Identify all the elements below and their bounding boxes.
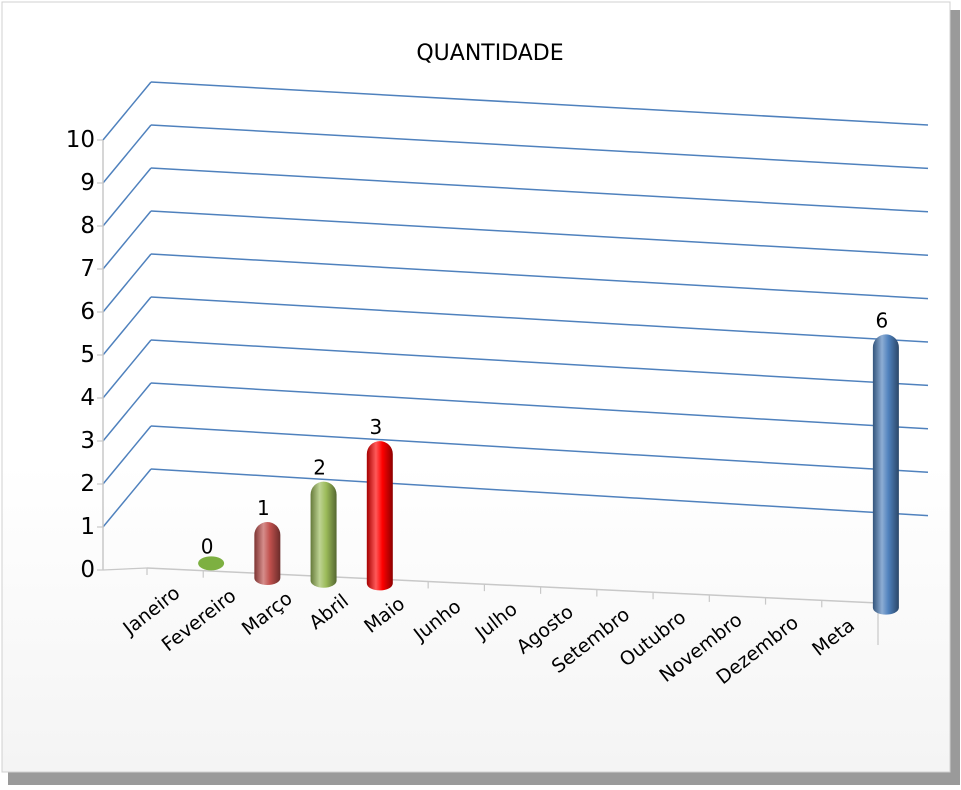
gridline: [150, 468, 929, 517]
bar: [254, 521, 281, 586]
y-tick-label: 0: [80, 557, 95, 583]
gridline: [150, 296, 929, 343]
y-tick-label: 9: [80, 170, 95, 196]
y-tick-labels: 0 1 2 3 4 5 6 7 8 9 10: [66, 127, 103, 583]
data-label: 0: [201, 534, 214, 558]
side-gridline: [102, 210, 152, 270]
gridline: [150, 253, 929, 300]
y-tick-label: 5: [80, 342, 95, 368]
bar: [198, 556, 225, 571]
floor-left-edge: [102, 567, 148, 571]
data-label: 3: [369, 415, 382, 439]
side-gridline: [102, 425, 152, 485]
side-gridline: [102, 339, 152, 399]
frame-background: [1, 1, 951, 773]
bar: [872, 334, 899, 615]
gridline: [150, 382, 929, 430]
data-labels: 0 1 2 3 6: [201, 308, 889, 558]
bar: [310, 481, 337, 588]
y-tick-label: 8: [80, 213, 95, 239]
side-gridline: [102, 382, 152, 442]
side-gridline: [102, 296, 152, 356]
side-gridline: [102, 167, 152, 227]
data-label: 1: [257, 496, 270, 520]
data-label: 2: [313, 456, 326, 480]
y-tick-label: 6: [80, 299, 95, 325]
bar: [366, 441, 393, 591]
y-tick-label: 10: [66, 127, 95, 153]
y-tick-label: 7: [80, 256, 95, 282]
side-gridline: [102, 81, 152, 141]
gridlines: [102, 81, 929, 528]
y-tick-label: 3: [80, 428, 95, 454]
gridline: [150, 339, 929, 387]
gridline: [150, 81, 929, 126]
gridline: [150, 425, 929, 473]
y-tick-label: 4: [80, 385, 95, 411]
gridline: [150, 124, 929, 170]
side-gridline: [102, 124, 152, 184]
side-gridline: [102, 468, 152, 528]
gridline: [150, 210, 929, 256]
y-tick-label: 1: [80, 514, 95, 540]
data-label: 6: [876, 308, 889, 332]
gridline: [150, 167, 929, 213]
bars: [198, 334, 899, 615]
chart-title: QUANTIDADE: [416, 41, 563, 66]
side-gridline: [102, 253, 152, 313]
y-tick-label: 2: [80, 471, 95, 497]
